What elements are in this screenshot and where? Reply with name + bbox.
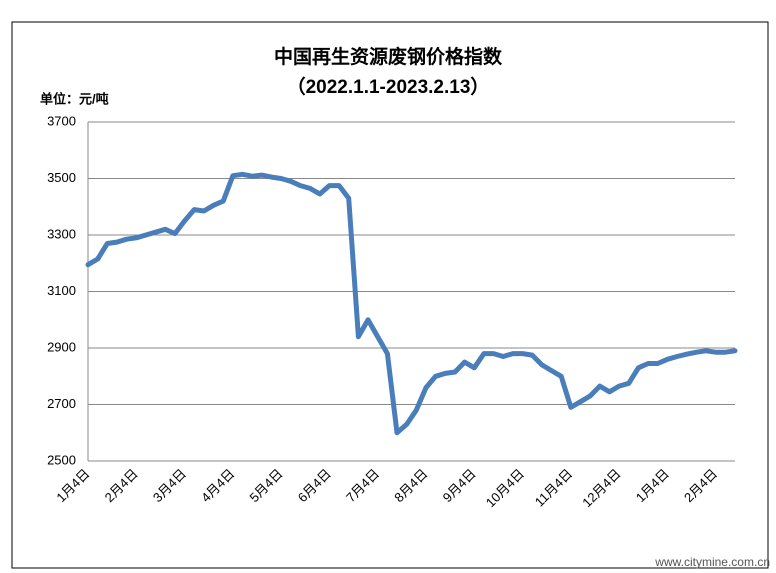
chart-subtitle: （2022.1.1-2023.2.13） (287, 75, 490, 98)
y-tick-label: 3100 (47, 283, 76, 298)
x-tick-label: 2月4日 (681, 466, 720, 505)
x-tick-label: 1月4日 (633, 466, 672, 505)
x-tick-label: 12月4日 (579, 466, 623, 510)
chart-border (11, 21, 769, 569)
x-tick-label: 10月4日 (483, 466, 527, 510)
x-tick-label: 2月4日 (102, 466, 141, 505)
x-tick-label: 4月4日 (198, 466, 237, 505)
x-tick-label: 5月4日 (246, 466, 285, 505)
x-tick-label: 8月4日 (391, 466, 430, 505)
x-tick-label: 11月4日 (532, 466, 576, 510)
x-tick-label: 3月4日 (150, 466, 189, 505)
x-tick-label: 6月4日 (295, 466, 334, 505)
x-tick-label: 1月4日 (53, 466, 92, 505)
y-tick-label: 3500 (47, 170, 76, 185)
y-tick-label: 2500 (47, 452, 76, 467)
watermark: www.citymine.com.cn (654, 555, 770, 569)
y-tick-label: 2900 (47, 339, 76, 354)
x-tick-label: 9月4日 (440, 466, 479, 505)
y-tick-label: 3300 (47, 226, 76, 241)
x-tick-label: 7月4日 (343, 466, 382, 505)
y-axis-label: 单位：元/吨 (40, 91, 109, 106)
line-series (85, 171, 738, 436)
chart-title: 中国再生资源废钢价格指数 (274, 45, 503, 68)
y-tick-label: 2700 (47, 396, 76, 411)
y-tick-label: 3700 (47, 113, 76, 128)
